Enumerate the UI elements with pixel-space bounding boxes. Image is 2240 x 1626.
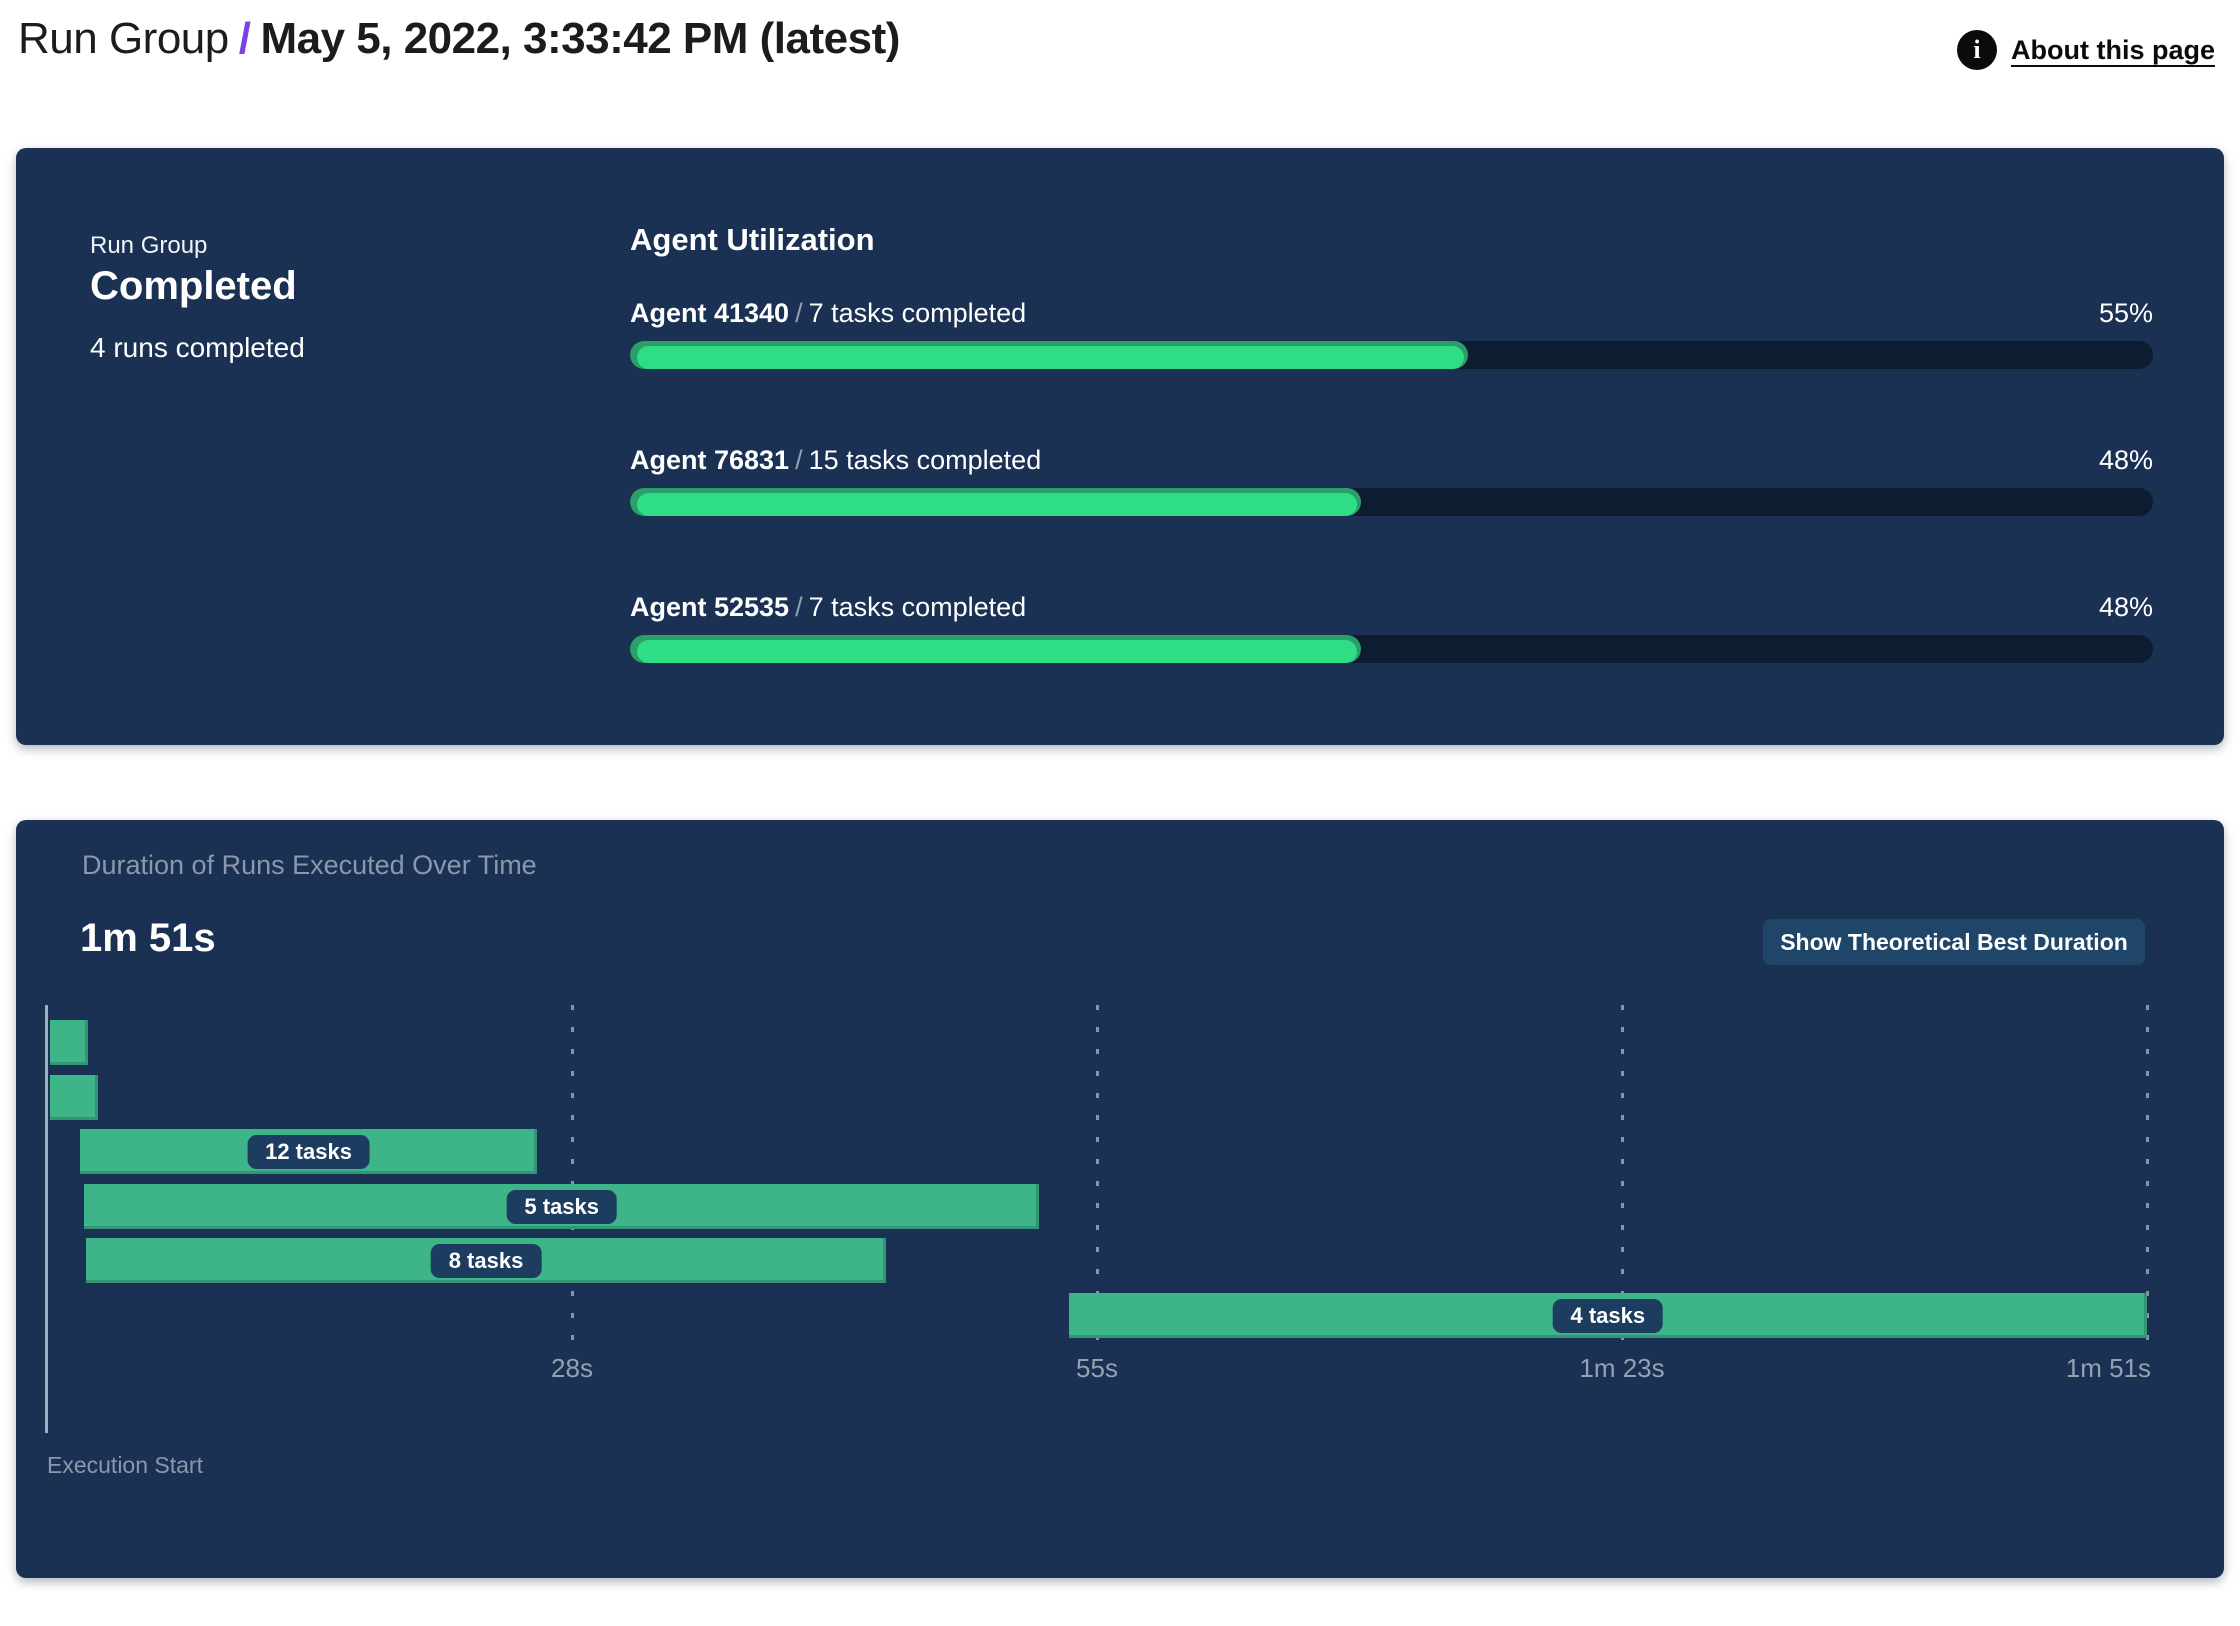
execution-start-label: Execution Start bbox=[47, 1452, 203, 1478]
run-task-count-label: 4 tasks bbox=[1552, 1298, 1664, 1333]
utilization-progress-track bbox=[630, 635, 2153, 663]
breadcrumb-separator: / bbox=[238, 14, 251, 63]
agent-label: Agent 52535/7 tasks completed 48% bbox=[630, 591, 2153, 623]
breadcrumb: Run Group / May 5, 2022, 3:33:42 PM (lates… bbox=[18, 10, 900, 68]
execution-start-axis-line bbox=[45, 1005, 48, 1433]
breadcrumb-run-group[interactable]: Run Group bbox=[18, 14, 229, 63]
total-duration-value: 1m 51s bbox=[80, 916, 216, 960]
run-bar[interactable]: 8 tasks bbox=[85, 1238, 887, 1283]
run-bar[interactable]: 4 tasks bbox=[1068, 1293, 2147, 1338]
gridline bbox=[1620, 1005, 1624, 1347]
utilization-progress-fill bbox=[630, 341, 1468, 369]
agent-tasks-completed: 7 tasks completed bbox=[808, 298, 1027, 328]
agent-utilization-percent: 48% bbox=[2098, 445, 2153, 475]
gridline bbox=[2145, 1005, 2149, 1347]
agent-name: Agent 76831 bbox=[630, 445, 790, 475]
show-theoretical-best-duration-button[interactable]: Show Theoretical Best Duration bbox=[1763, 919, 2145, 965]
about-this-page-link[interactable]: About this page bbox=[2011, 34, 2215, 65]
agent-separator: / bbox=[795, 445, 803, 475]
agent-utilization-title: Agent Utilization bbox=[630, 222, 875, 257]
agent-utilization-percent: 48% bbox=[2098, 592, 2153, 622]
run-bar[interactable] bbox=[49, 1020, 88, 1065]
agent-tasks-completed: 7 tasks completed bbox=[808, 592, 1027, 622]
run-task-count-label: 8 tasks bbox=[430, 1243, 542, 1278]
info-icon[interactable]: i bbox=[1957, 30, 1997, 70]
agent-separator: / bbox=[795, 592, 803, 622]
utilization-progress-fill bbox=[630, 635, 1362, 663]
x-tick-label: 1m 51s bbox=[2065, 1353, 2151, 1383]
run-group-summary-card: Run Group Completed 4 runs completed Age… bbox=[16, 148, 2224, 745]
runs-completed-count: 4 runs completed bbox=[90, 332, 305, 363]
agent-name: Agent 52535 bbox=[630, 592, 790, 622]
run-bar[interactable]: 12 tasks bbox=[80, 1129, 537, 1174]
run-group-label: Run Group bbox=[90, 232, 208, 259]
run-task-count-label: 5 tasks bbox=[506, 1189, 617, 1224]
run-task-count-label: 12 tasks bbox=[247, 1134, 370, 1169]
agent-row: Agent 76831/15 tasks completed 48% bbox=[630, 444, 2153, 518]
run-group-status: Completed bbox=[90, 264, 297, 308]
agent-separator: / bbox=[795, 298, 803, 328]
gridline bbox=[1095, 1005, 1099, 1347]
utilization-progress-fill bbox=[630, 488, 1362, 516]
page-title: May 5, 2022, 3:33:42 PM (latest) bbox=[260, 14, 900, 63]
agent-utilization-percent: 55% bbox=[2098, 298, 2153, 328]
gantt-chart: Execution Start 28s 55s 1m 23s 1m 51s 12 tas… bbox=[16, 820, 2224, 1578]
agent-utilization-section: Agent Utilization Agent 41340/7 tasks co… bbox=[630, 148, 2153, 745]
page-header: Run Group / May 5, 2022, 3:33:42 PM (lates… bbox=[0, 0, 2240, 96]
duration-chart-title: Duration of Runs Executed Over Time bbox=[82, 850, 537, 880]
agent-name: Agent 41340 bbox=[630, 298, 790, 328]
agent-label: Agent 41340/7 tasks completed 55% bbox=[630, 297, 2153, 329]
run-bar[interactable] bbox=[49, 1075, 99, 1120]
agent-tasks-completed: 15 tasks completed bbox=[808, 445, 1042, 475]
agent-label: Agent 76831/15 tasks completed 48% bbox=[630, 444, 2153, 476]
gridline bbox=[570, 1005, 574, 1347]
x-tick-label: 1m 23s bbox=[1579, 1353, 1665, 1383]
agent-row: Agent 41340/7 tasks completed 55% bbox=[630, 297, 2153, 371]
x-tick-label: 28s bbox=[551, 1353, 593, 1383]
x-tick-label: 55s bbox=[1076, 1353, 1118, 1383]
agent-row: Agent 52535/7 tasks completed 48% bbox=[630, 591, 2153, 665]
utilization-progress-track bbox=[630, 341, 2153, 369]
run-bar[interactable]: 5 tasks bbox=[84, 1184, 1040, 1229]
about-this-page[interactable]: i About this page bbox=[1957, 30, 2215, 70]
duration-chart-card: Duration of Runs Executed Over Time 1m 5… bbox=[16, 820, 2224, 1578]
utilization-progress-track bbox=[630, 488, 2153, 516]
